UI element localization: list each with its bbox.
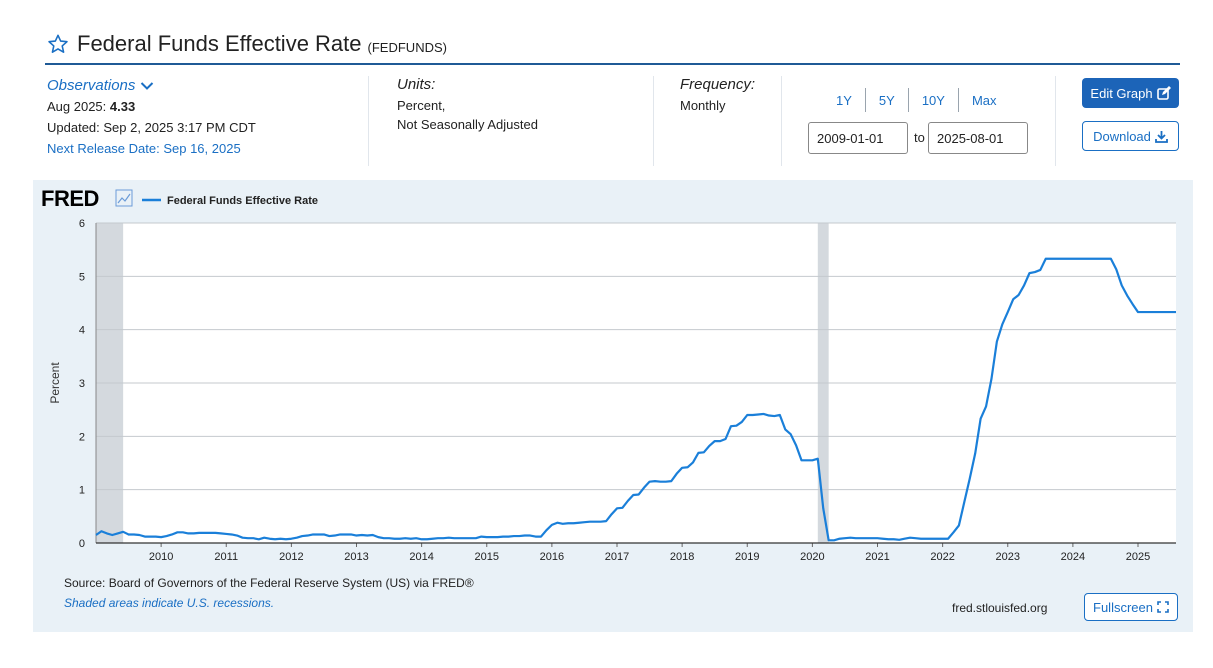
edit-icon	[1156, 86, 1171, 100]
y-tick-label: 2	[79, 431, 85, 443]
y-tick-label: 0	[79, 538, 85, 550]
chevron-down-icon	[141, 81, 154, 90]
latest-observation-date: Aug 2025:	[47, 99, 110, 114]
series-line	[95, 257, 1176, 542]
y-tick-label: 6	[79, 218, 85, 230]
edit-graph-label: Edit Graph	[1090, 85, 1153, 101]
source-note: Source: Board of Governors of the Federa…	[64, 576, 474, 590]
y-tick-label: 4	[79, 325, 85, 337]
chart: 0 1 2 3 4 5 6 2010 2011 2012 2013 2014 2015 2016 2017 2…	[41, 186, 1176, 563]
units-value-line1: Percent,	[397, 98, 446, 113]
fullscreen-icon	[1157, 601, 1169, 613]
download-icon	[1155, 130, 1168, 143]
range-buttons: 1Y 5Y 10Y Max	[823, 88, 1010, 112]
x-tick-label: 2017	[605, 551, 629, 563]
page-title: Federal Funds Effective Rate	[77, 31, 362, 56]
x-tick-label: 2021	[865, 551, 889, 563]
column-divider	[781, 76, 782, 166]
frequency-panel: Frequency: Monthly	[680, 75, 755, 115]
fullscreen-button[interactable]: Fullscreen	[1084, 593, 1178, 621]
units-panel: Units: Percent, Not Seasonally Adjusted	[397, 75, 538, 134]
chart-panel: 0 1 2 3 4 5 6 2010 2011 2012 2013 2014 2015 2016 2017 2…	[33, 180, 1193, 632]
observations-toggle[interactable]: Observations	[47, 76, 256, 95]
column-divider	[653, 76, 654, 166]
x-tick-label: 2013	[344, 551, 368, 563]
edit-graph-button[interactable]: Edit Graph	[1082, 78, 1179, 108]
range-1y-button[interactable]: 1Y	[836, 92, 852, 108]
units-label: Units:	[397, 76, 436, 93]
observations-label: Observations	[47, 77, 136, 94]
legend-label: Federal Funds Effective Rate	[167, 195, 318, 207]
title-divider	[45, 63, 1180, 65]
fred-url[interactable]: fred.stlouisfed.org	[952, 601, 1048, 615]
chart-trend-icon	[115, 189, 133, 207]
to-label: to	[914, 130, 925, 145]
download-label: Download	[1093, 128, 1151, 144]
x-tick-label: 2022	[930, 551, 954, 563]
start-date-input[interactable]: 2009-01-01	[808, 122, 908, 154]
next-release-link[interactable]: Next Release Date: Sep 16, 2025	[47, 141, 241, 156]
range-separator	[907, 88, 909, 112]
range-max-button[interactable]: Max	[971, 92, 997, 108]
frequency-value: Monthly	[680, 98, 726, 113]
frequency-label: Frequency:	[680, 76, 756, 93]
end-date-input[interactable]: 2025-08-01	[928, 122, 1028, 154]
fullscreen-label: Fullscreen	[1093, 599, 1153, 615]
star-icon[interactable]	[47, 33, 69, 55]
recession-note: Shaded areas indicate U.S. recessions.	[64, 596, 275, 610]
latest-observation: Aug 2025: 4.33	[47, 97, 256, 116]
x-tick-label: 2024	[1061, 551, 1085, 563]
fred-logo: FRED	[41, 186, 99, 211]
x-tick-label: 2014	[409, 551, 433, 563]
x-tick-label: 2018	[670, 551, 694, 563]
x-tick-label: 2010	[149, 551, 173, 563]
download-button[interactable]: Download	[1082, 121, 1179, 151]
y-tick-label: 5	[79, 271, 85, 283]
y-axis-label: Percent	[48, 362, 62, 404]
y-tick-label: 3	[79, 378, 85, 390]
range-separator	[864, 88, 866, 112]
y-tick-label: 1	[79, 485, 85, 497]
observations-panel: Observations Aug 2025: 4.33 Updated: Sep…	[47, 76, 256, 158]
range-5y-button[interactable]: 5Y	[878, 92, 895, 108]
updated-timestamp: Updated: Sep 2, 2025 3:17 PM CDT	[47, 120, 256, 135]
x-tick-label: 2016	[540, 551, 564, 563]
column-divider	[368, 76, 369, 166]
x-tick-label: 2019	[735, 551, 759, 563]
latest-observation-value: 4.33	[109, 99, 136, 114]
x-tick-label: 2011	[214, 551, 238, 563]
x-tick-label: 2020	[800, 551, 824, 563]
x-tick-label: 2025	[1126, 551, 1150, 563]
column-divider	[1055, 76, 1056, 166]
title-row: Federal Funds Effective Rate (FEDFUNDS)	[47, 30, 447, 58]
x-tick-label: 2023	[996, 551, 1020, 563]
x-tick-label: 2012	[279, 551, 303, 563]
range-10y-button[interactable]: 10Y	[921, 92, 945, 108]
x-tick-label: 2015	[475, 551, 499, 563]
range-separator	[957, 88, 959, 112]
series-id: (FEDFUNDS)	[367, 39, 447, 55]
units-value-line2: Not Seasonally Adjusted	[397, 117, 538, 132]
